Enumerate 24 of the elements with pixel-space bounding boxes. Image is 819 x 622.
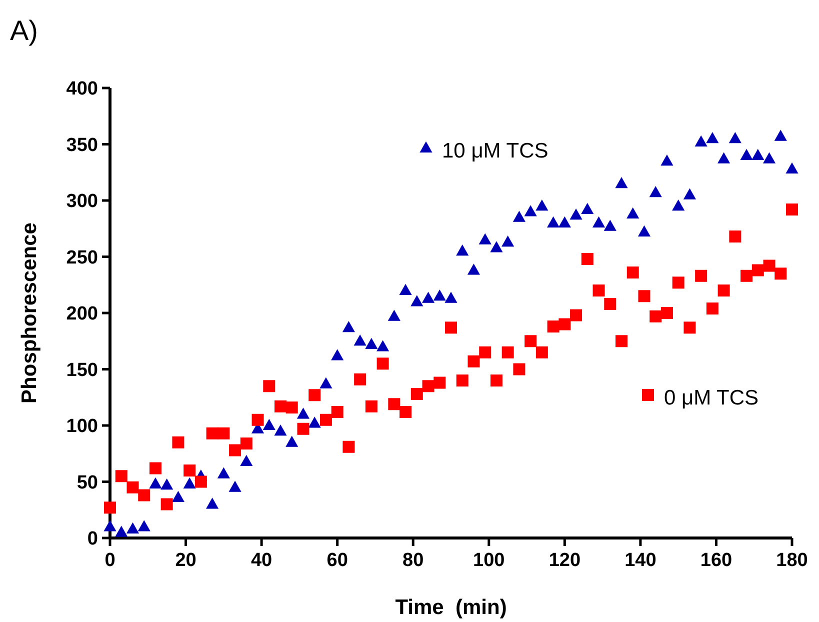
x-tick-label: 60 [326,550,348,571]
y-tick-label: 50 [76,472,98,494]
y-tick-label: 300 [66,191,98,212]
x-tick-label: 140 [624,550,656,571]
x-tick-label: 180 [776,550,808,571]
text: A) [10,15,38,46]
x-tick-label: 160 [700,550,732,571]
x-tick-label: 100 [473,550,505,571]
x-tick-label: 40 [250,550,272,571]
x-axis-title: Time (min) [395,596,507,619]
x-tick-label: 120 [548,550,581,571]
x-tick-label: 20 [175,550,196,571]
y-tick-label: 250 [66,247,98,268]
y-tick-label: 200 [66,304,98,325]
y-tick-label: 150 [66,360,98,381]
y-axis-title: Phosphorescence [18,222,41,404]
y-tick-label: 350 [66,134,98,156]
legend-label: 0 μM TCS [664,386,759,410]
x-tick-label: 80 [402,550,424,571]
y-tick-label: 0 [87,528,98,550]
y-tick-label: 100 [66,416,98,438]
y-tick-label: 400 [66,78,98,100]
x-tick-label: 0 [104,550,116,571]
legend-label: 10 μM TCS [442,139,548,162]
